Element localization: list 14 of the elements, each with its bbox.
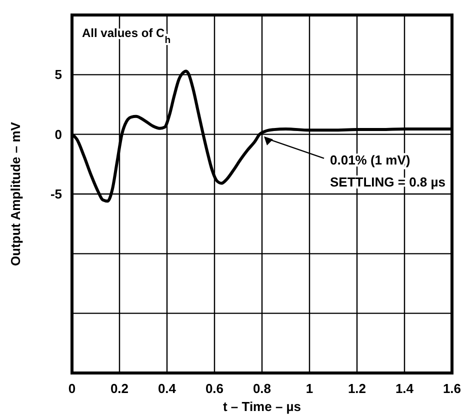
y-axis-title: Output Amplitude – mV [8, 122, 23, 266]
x-tick-label: 0.8 [252, 381, 272, 396]
y-tick-label: 5 [54, 67, 62, 82]
x-tick-label: 0.4 [158, 381, 177, 396]
x-tick-label: 1.2 [348, 381, 366, 396]
x-tick-label: 1.6 [442, 381, 462, 396]
y-tick-label: 0 [54, 126, 62, 142]
x-tick-label: 0.6 [205, 381, 224, 396]
y-tick-label: -5 [50, 186, 62, 202]
x-tick-label: 1 [306, 381, 314, 396]
x-tick-label: 0 [68, 381, 76, 396]
x-tick-label: 1.4 [395, 381, 414, 396]
x-axis-title: t – Time – µs [222, 399, 302, 414]
x-tick-label: 0.2 [110, 381, 129, 396]
